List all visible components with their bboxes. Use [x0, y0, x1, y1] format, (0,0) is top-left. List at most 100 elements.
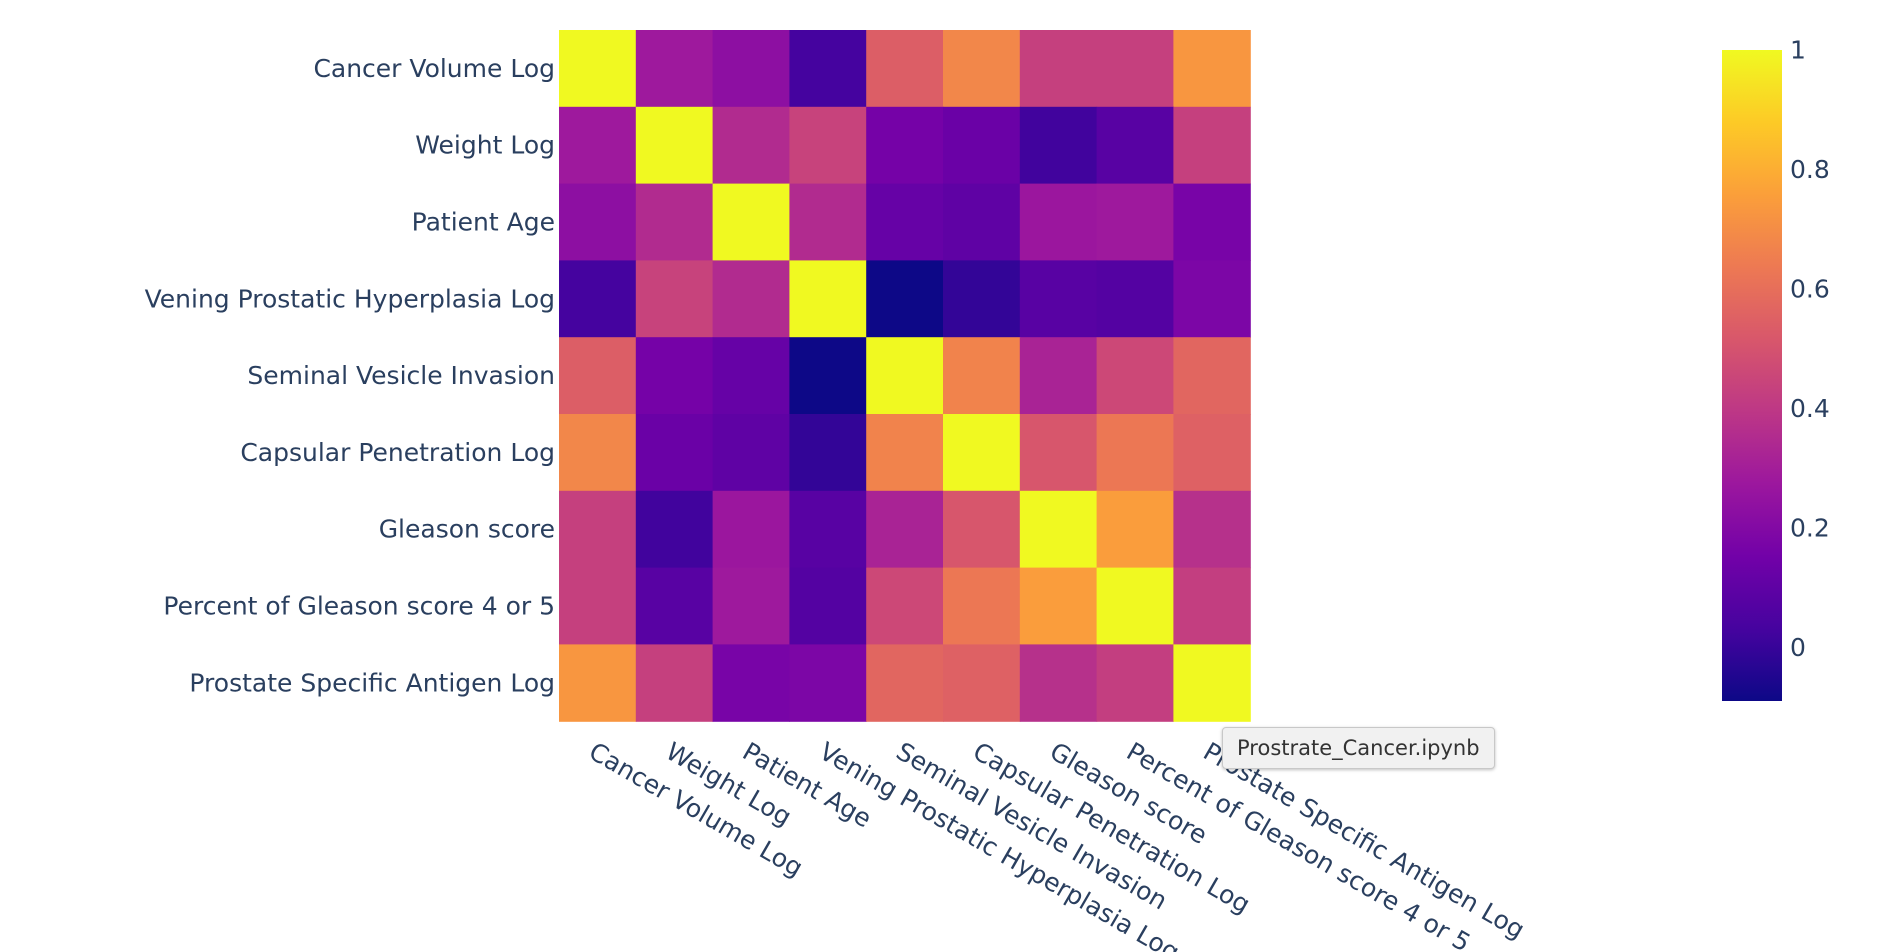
y-axis-tick-labels: Cancer Volume Log Weight Log Patient Age Ve… — [145, 54, 555, 697]
heatmap-cell — [1096, 183, 1174, 261]
heatmap-cell — [1173, 337, 1251, 415]
heatmap-cell — [635, 644, 714, 722]
heatmap-cell — [1173, 106, 1251, 185]
heatmap-cell — [1173, 644, 1251, 722]
y-tick-label: Seminal Vesicle Invasion — [247, 361, 555, 390]
heatmap-cell — [1173, 260, 1251, 338]
heatmap-cell — [559, 106, 637, 185]
heatmap-cell — [559, 644, 637, 722]
heatmap-cell — [1096, 567, 1174, 645]
heatmap-cell — [943, 337, 1021, 415]
heatmap-cell — [1019, 414, 1098, 492]
heatmap-cell — [789, 337, 867, 415]
y-tick-label: Vening Prostatic Hyperplasia Log — [145, 284, 555, 313]
heatmap-cell — [635, 106, 714, 185]
heatmap-cell — [1173, 490, 1251, 569]
heatmap-cell — [943, 30, 1021, 108]
heatmap-cell — [866, 30, 944, 108]
heatmap-cell — [1096, 106, 1174, 185]
heatmap-cell — [635, 260, 714, 338]
heatmap-cell — [943, 567, 1021, 645]
heatmap-cell — [635, 490, 714, 569]
y-tick-label: Capsular Penetration Log — [240, 438, 555, 467]
heatmap-cell — [866, 644, 944, 722]
heatmap-cell — [1019, 644, 1098, 722]
heatmap-cell — [943, 183, 1021, 261]
heatmap-cell — [1019, 183, 1098, 261]
heatmap-cells — [559, 30, 1251, 722]
heatmap-cell — [712, 567, 790, 645]
heatmap-cell — [1019, 490, 1098, 569]
y-tick-label: Cancer Volume Log — [313, 54, 555, 83]
heatmap-cell — [789, 30, 867, 108]
y-tick-label: Weight Log — [415, 131, 555, 160]
heatmap-cell — [1096, 644, 1174, 722]
heatmap-cell — [1019, 337, 1098, 415]
heatmap-cell — [943, 414, 1021, 492]
heatmap-cell — [866, 183, 944, 261]
heatmap-cell — [1096, 30, 1174, 108]
y-tick-label: Gleason score — [379, 515, 555, 544]
heatmap-cell — [1096, 260, 1174, 338]
heatmap-cell — [789, 490, 867, 569]
heatmap-cell — [943, 106, 1021, 185]
y-tick-label: Prostate Specific Antigen Log — [189, 668, 555, 697]
colorbar-tick-labels: 0 0.2 0.4 0.6 0.8 1 — [1790, 36, 1830, 662]
heatmap-cell — [559, 414, 637, 492]
heatmap-cell — [789, 567, 867, 645]
heatmap-cell — [1019, 567, 1098, 645]
heatmap-cell — [789, 644, 867, 722]
colorbar-tick-label: 0.6 — [1790, 274, 1830, 303]
colorbar-tick-label: 1 — [1790, 36, 1806, 65]
colorbar-tick-label: 0.2 — [1790, 513, 1830, 542]
colorbar-tick-label: 0.8 — [1790, 155, 1830, 184]
heatmap-cell — [712, 490, 790, 569]
heatmap-cell — [712, 337, 790, 415]
heatmap-cell — [712, 106, 790, 185]
heatmap-cell — [559, 490, 637, 569]
heatmap-cell — [712, 414, 790, 492]
heatmap-cell — [1096, 414, 1174, 492]
heatmap-cell — [559, 183, 637, 261]
heatmap-cell — [1173, 30, 1251, 108]
heatmap-cell — [712, 183, 790, 261]
heatmap-cell — [866, 567, 944, 645]
heatmap-cell — [635, 414, 714, 492]
heatmap-cell — [866, 260, 944, 338]
heatmap-cell — [943, 644, 1021, 722]
heatmap-cell — [1019, 260, 1098, 338]
heatmap-cell — [866, 337, 944, 415]
heatmap-cell — [559, 567, 637, 645]
heatmap-cell — [866, 106, 944, 185]
heatmap-cell — [635, 567, 714, 645]
heatmap-cell — [559, 260, 637, 338]
heatmap-cell — [866, 414, 944, 492]
heatmap-cell — [789, 106, 867, 185]
heatmap-cell — [789, 260, 867, 338]
heatmap-cell — [789, 183, 867, 261]
heatmap-cell — [789, 414, 867, 492]
y-tick-label: Percent of Gleason score 4 or 5 — [163, 592, 555, 621]
heatmap-cell — [866, 490, 944, 569]
heatmap-cell — [1096, 490, 1174, 569]
heatmap-cell — [1096, 337, 1174, 415]
heatmap-cell — [1173, 183, 1251, 261]
notebook-tooltip: Prostrate_Cancer.ipynb — [1222, 727, 1495, 769]
heatmap-cell — [943, 490, 1021, 569]
colorbar-tick-label: 0 — [1790, 633, 1806, 662]
heatmap-cell — [635, 183, 714, 261]
heatmap-cell — [943, 260, 1021, 338]
heatmap-cell — [712, 260, 790, 338]
heatmap-cell — [1173, 414, 1251, 492]
colorbar: 0 0.2 0.4 0.6 0.8 1 — [1722, 36, 1830, 701]
heatmap-cell — [635, 30, 714, 108]
heatmap-cell — [1019, 106, 1098, 185]
y-tick-label: Patient Age — [412, 208, 555, 237]
heatmap-cell — [559, 337, 637, 415]
heatmap-cell — [1019, 30, 1098, 108]
colorbar-gradient — [1722, 50, 1782, 701]
colorbar-tick-label: 0.4 — [1790, 394, 1830, 423]
heatmap-cell — [712, 30, 790, 108]
heatmap-cell — [712, 644, 790, 722]
